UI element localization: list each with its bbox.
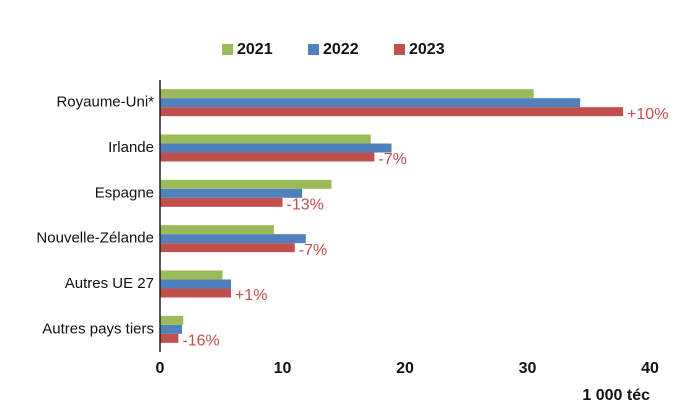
- bar: [160, 197, 283, 207]
- bar: [160, 279, 232, 289]
- bar: [160, 89, 534, 99]
- x-tick-label: 10: [274, 360, 292, 377]
- bar: [160, 188, 303, 198]
- x-tick-label: 20: [396, 360, 414, 377]
- y-tick-label: Autres pays tiers: [42, 320, 154, 337]
- y-tick-label: Royaume-Uni*: [56, 94, 154, 111]
- bar: [160, 179, 332, 189]
- bar: [160, 152, 375, 162]
- bar: [160, 270, 223, 280]
- legend-swatch: [308, 44, 319, 55]
- annotation: -13%: [287, 197, 324, 214]
- bar: [160, 234, 306, 244]
- bar: [160, 288, 232, 298]
- legend-label: 2022: [323, 41, 359, 58]
- legend-swatch: [222, 44, 233, 55]
- y-tick-label: Autres UE 27: [65, 275, 154, 292]
- bar: [160, 225, 274, 235]
- x-axis-label: 1 000 téc: [582, 387, 650, 404]
- bar: [160, 134, 371, 144]
- legend-swatch: [394, 44, 405, 55]
- x-tick-label: 0: [156, 360, 165, 377]
- annotation: -7%: [299, 242, 327, 259]
- bar: [160, 315, 184, 325]
- bar: [160, 243, 295, 253]
- bar: [160, 333, 179, 343]
- annotation: -7%: [378, 151, 406, 168]
- annotation: +10%: [627, 106, 668, 123]
- legend-label: 2023: [409, 41, 445, 58]
- bar: [160, 143, 392, 153]
- annotation: -16%: [182, 333, 219, 350]
- annotation: +1%: [235, 287, 267, 304]
- bar: [160, 324, 183, 334]
- legend-label: 2021: [237, 41, 273, 58]
- bar: [160, 98, 581, 108]
- x-tick-label: 30: [519, 360, 537, 377]
- y-tick-label: Nouvelle-Zélande: [36, 230, 154, 247]
- bar: [160, 107, 624, 117]
- x-tick-label: 40: [641, 360, 659, 377]
- y-tick-label: Espagne: [95, 184, 154, 201]
- y-tick-label: Irlande: [108, 139, 154, 156]
